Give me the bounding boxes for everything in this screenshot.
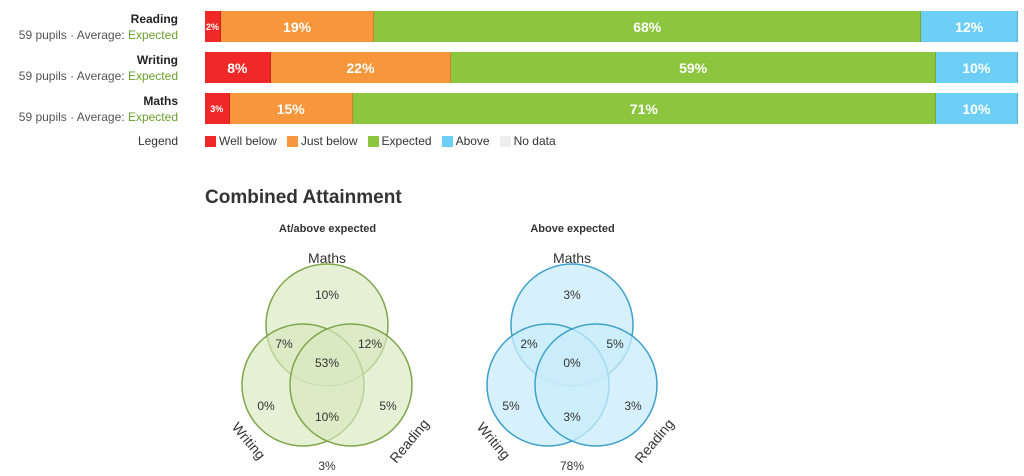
bar-segment-well-below: 8% [205,52,271,83]
venn-svg: Maths Writing Reading 10% 7% 12% 53% 0% … [229,250,432,473]
venn-region-maths-writing: 2% [520,337,538,351]
bar-segment-expected: 59% [451,52,936,83]
bar-segment-just-below: 15% [229,93,353,124]
venn-region-reading-only: 5% [379,399,397,413]
legend-item-above: Above [441,134,490,148]
legend-item-no-data: No data [499,134,556,148]
venn-at-above-expected: At/above expected Maths Writing Reading … [205,220,450,476]
venn-region-maths-only: 3% [563,288,581,302]
venn-set-label-maths: Maths [308,250,346,266]
row-label-writing: Writing 59 pupils · Average: Expected [0,52,178,84]
venn-title: Above expected [530,223,615,235]
legend-label: Well below [219,134,277,148]
pupil-meta: 59 pupils · Average: [18,110,128,124]
venn-set-label-maths: Maths [553,250,591,266]
venn-region-writing-only: 5% [502,399,520,413]
bar-segment-label: 12% [955,18,984,35]
bar-segment-label: 19% [283,18,312,35]
legend-title: Legend [137,134,178,148]
bar-segment-label: 2% [206,21,220,32]
average-value: Expected [127,28,178,42]
legend-label: Expected [381,134,432,148]
subject-name: Writing [136,53,178,67]
bar-segment-above: 10% [935,93,1018,124]
bar-segment-expected: 71% [352,93,936,124]
legend-label: No data [513,134,556,148]
venn-above-expected: Above expected Maths Writing Reading 3% … [450,220,695,476]
bar-segment-label: 10% [962,100,991,117]
bar-reading: 2% 19% 68% 12% [205,11,1018,42]
average-value: Expected [127,69,178,83]
bar-segment-label: 10% [962,59,991,76]
venn-region-writing-only: 0% [257,399,275,413]
venn-region-all-three: 0% [563,356,581,370]
venn-title: At/above expected [278,223,377,235]
subject-name: Reading [130,12,178,26]
legend-swatch [367,135,379,147]
venn-region-all-three: 53% [315,356,339,370]
venn-circle-reading [289,323,413,447]
bar-segment-just-below: 22% [270,52,452,83]
legend-label: Just below [300,134,358,148]
average-value: Expected [127,110,178,124]
bar-segment-well-below: 3% [205,93,230,124]
venn-circle-reading [534,323,658,447]
venn-svg: Maths Writing Reading 3% 2% 5% 0% 5% 3% … [474,250,677,473]
legend-swatch [286,135,298,147]
venn-region-maths-reading: 5% [606,337,624,351]
bar-segment-label: 59% [679,59,708,76]
venn-region-none: 78% [560,459,584,473]
legend-swatch [205,135,216,147]
legend-item-expected: Expected [367,134,432,148]
bar-writing: 8% 22% 59% 10% [205,52,1018,83]
subject-name: Maths [143,94,178,108]
bar-segment-just-below: 19% [221,11,375,42]
venn-region-maths-reading: 12% [358,337,382,351]
pupil-meta: 59 pupils · Average: [18,28,128,42]
venn-region-reading-only: 3% [624,399,642,413]
bar-segment-label: 22% [346,59,375,76]
bar-segment-above: 10% [935,52,1018,83]
bar-segment-well-below: 2% [205,11,222,42]
venn-region-maths-only: 10% [315,288,339,302]
bar-segment-expected: 68% [374,11,922,42]
legend-label: Above [455,134,490,148]
bar-segment-label: 15% [276,100,305,117]
venn-region-writing-reading: 10% [315,410,339,424]
venn-region-writing-reading: 3% [563,410,581,424]
venn-region-none: 3% [318,459,336,473]
legend-item-just-below: Just below [286,134,358,148]
legend-swatch [499,135,511,147]
bar-maths: 3% 15% 71% 10% [205,93,1018,124]
section-title: Combined Attainment [205,187,402,208]
legend-item-well-below: Well below [205,134,277,148]
bar-segment-label: 68% [633,18,662,35]
bar-segment-above: 12% [921,11,1018,42]
row-label-maths: Maths 59 pupils · Average: Expected [0,93,178,125]
row-label-reading: Reading 59 pupils · Average: Expected [0,11,178,43]
bar-segment-label: 3% [210,103,224,114]
bar-segment-label: 8% [227,59,248,76]
legend: Well below Just below Expected Above No … [205,134,566,148]
legend-swatch [441,135,453,147]
pupil-meta: 59 pupils · Average: [18,69,128,83]
venn-region-maths-writing: 7% [275,337,293,351]
bar-segment-label: 71% [629,100,658,117]
